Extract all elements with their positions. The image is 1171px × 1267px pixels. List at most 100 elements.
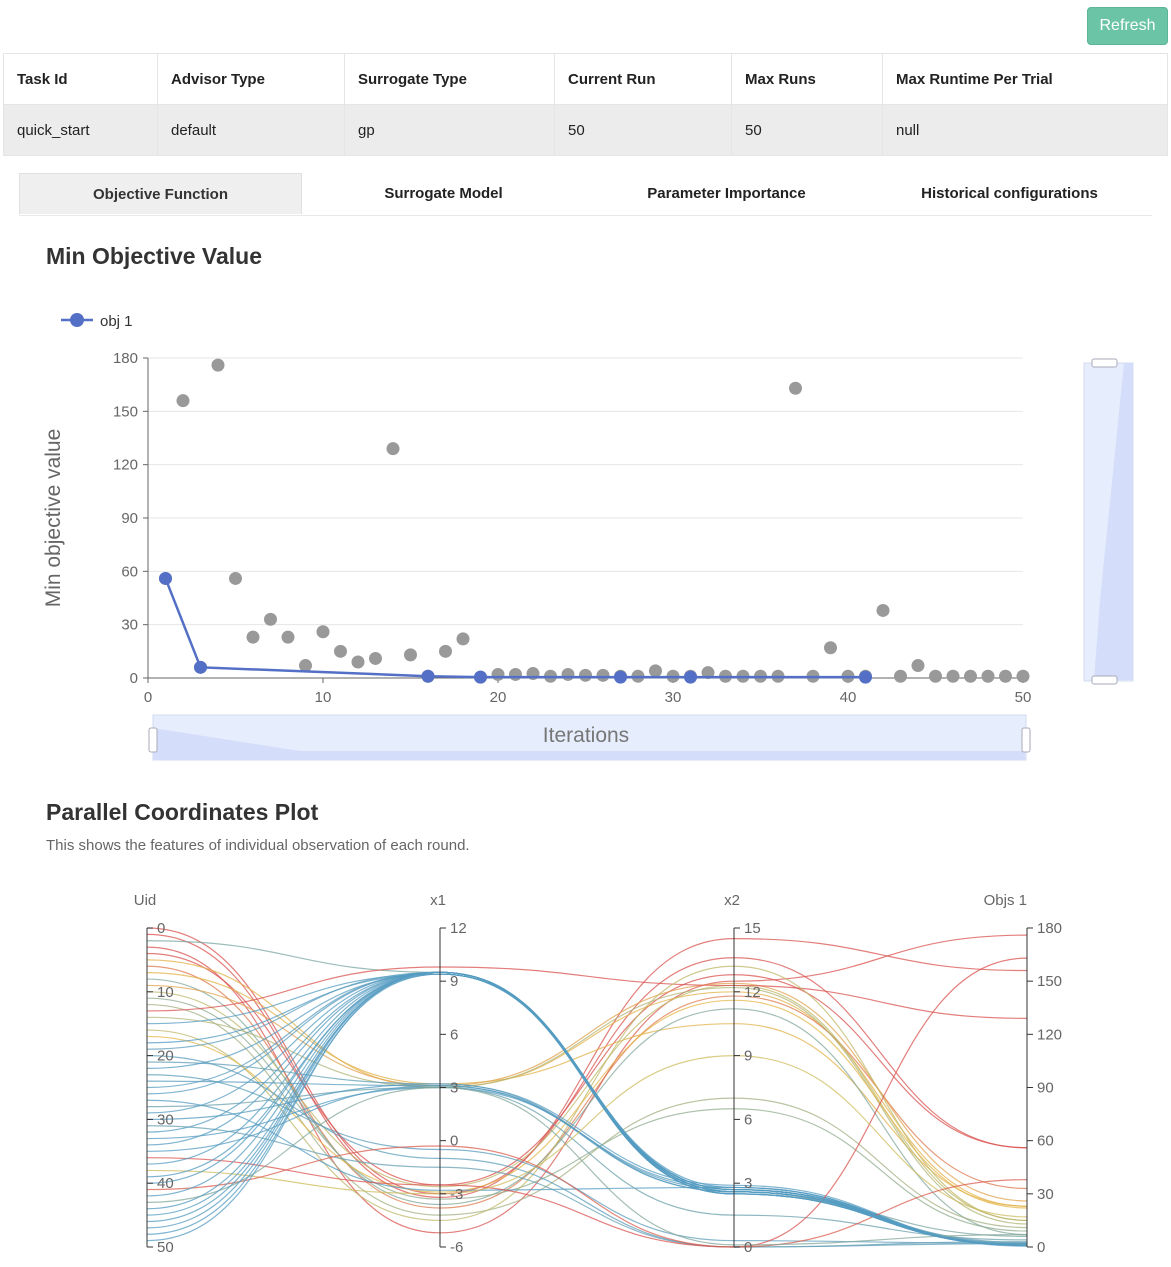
- series-point-obj-1: [194, 660, 207, 674]
- parallel-axis-tick-label: -3: [450, 1186, 463, 1203]
- cell-task-id: quick_start: [3, 104, 158, 156]
- parallel-line: [146, 1054, 1028, 1218]
- y-tick-label: 150: [113, 403, 138, 420]
- scatter-point: [876, 603, 890, 617]
- parallel-axis-tick-label: 0: [157, 920, 165, 937]
- tab-parameter-importance[interactable]: Parameter Importance: [647, 185, 806, 202]
- refresh-button[interactable]: Refresh: [1087, 7, 1168, 45]
- tab-objective-function[interactable]: Objective Function: [19, 173, 302, 214]
- scatter-point: [1016, 669, 1030, 683]
- table-row: quick_start default gp 50 50 null: [3, 104, 1168, 156]
- tab-bar: Objective Function Surrogate Model Param…: [19, 173, 1152, 216]
- scatter-point: [649, 664, 662, 678]
- scatter-point: [369, 651, 382, 665]
- parallel-axis-tick-label: 150: [1037, 973, 1062, 990]
- scatter-point: [211, 358, 225, 372]
- scatter-point: [334, 644, 347, 658]
- parallel-line: [146, 933, 1028, 1198]
- y-tick-label: 30: [121, 617, 138, 634]
- objective-section-title: Min Objective Value: [46, 243, 263, 269]
- scatter-point: [351, 655, 365, 669]
- parallel-axis-tick-label: 0: [450, 1133, 458, 1150]
- scatter-point: [579, 668, 592, 682]
- parallel-line: [146, 999, 1028, 1209]
- parallel-axis-name: x1: [430, 892, 446, 909]
- series-point-obj-1: [684, 670, 697, 684]
- x-zoom-handle-right: [1021, 727, 1031, 753]
- scatter-point: [911, 659, 925, 673]
- task-info-table: Task Id Advisor Type Surrogate Type Curr…: [3, 53, 1168, 156]
- scatter-point: [824, 641, 837, 655]
- objective-chart[interactable]: 0 30 60 90 120 150 180 0 10 20 30 40 50 Min objective…: [0, 290, 1171, 770]
- series-point-obj-1: [614, 670, 627, 684]
- parallel-axis-name: Objs 1: [984, 892, 1027, 909]
- parallel-axis-tick-label: 15: [744, 920, 761, 937]
- y-tick-label: 90: [121, 510, 138, 527]
- header-task-id: Task Id: [3, 53, 158, 105]
- parallel-line: [146, 971, 1028, 1245]
- cell-current-run: 50: [554, 104, 732, 156]
- scatter-point: [596, 668, 610, 682]
- scatter-point: [509, 667, 522, 681]
- parallel-line: [146, 1055, 1028, 1248]
- cell-max-runtime: null: [882, 104, 1168, 156]
- parallel-axis-tick-label: 3: [450, 1080, 458, 1097]
- y-tick-label: 120: [113, 457, 138, 474]
- cell-max-runs: 50: [731, 104, 883, 156]
- scatter-point: [229, 571, 242, 585]
- scatter-point: [491, 667, 505, 681]
- scatter-point: [894, 669, 907, 683]
- parallel-line: [146, 1086, 1028, 1246]
- x-zoom-shadow: [153, 728, 1025, 760]
- scatter-point: [964, 669, 977, 683]
- scatter-point: [981, 669, 995, 683]
- tab-surrogate-model[interactable]: Surrogate Model: [384, 185, 503, 202]
- scatter-point: [456, 632, 470, 646]
- x-axis-label: Iterations: [543, 724, 629, 747]
- series-line-obj-1: [164, 577, 866, 679]
- parallel-axis-tick-label: 0: [744, 1239, 752, 1256]
- y-zoom-handle-top: [1091, 358, 1118, 368]
- parallel-line: [146, 971, 1028, 1246]
- parallel-axis-tick-label: 40: [157, 1175, 174, 1192]
- parallel-line: [146, 952, 1028, 1186]
- parallel-line: [146, 972, 1028, 1207]
- parallel-line: [146, 1125, 1028, 1248]
- parallel-line: [146, 959, 1028, 1207]
- parallel-axis-tick-label: 120: [1037, 1026, 1062, 1043]
- parallel-axis-tick-label: 180: [1037, 920, 1062, 937]
- parallel-line: [146, 978, 1028, 1236]
- y-zoom-handle-bottom: [1091, 675, 1118, 685]
- header-surrogate-type: Surrogate Type: [344, 53, 555, 105]
- scatter-point: [176, 394, 190, 408]
- parallel-axis-tick-label: 20: [157, 1048, 174, 1065]
- header-advisor-type: Advisor Type: [157, 53, 345, 105]
- x-tick-label: 20: [490, 689, 507, 706]
- parallel-section-title: Parallel Coordinates Plot: [46, 799, 319, 825]
- parallel-axis-tick-label: -6: [450, 1239, 463, 1256]
- parallel-line: [146, 971, 1028, 1246]
- parallel-line: [146, 965, 1028, 1222]
- parallel-coordinates-chart[interactable]: Uid01020304050x1-6-3036912x203691215Objs…: [0, 880, 1171, 1267]
- parallel-line: [146, 973, 1028, 1246]
- parallel-line: [146, 971, 1028, 1246]
- parallel-line: [146, 957, 1028, 1248]
- tab-historical-configurations[interactable]: Historical configurations: [921, 185, 1098, 202]
- header-max-runtime: Max Runtime Per Trial: [882, 53, 1168, 105]
- series-point-obj-1: [474, 670, 487, 684]
- parallel-axis-tick-label: 3: [744, 1175, 752, 1192]
- parallel-axis-tick-label: 9: [744, 1048, 752, 1065]
- cell-surrogate-type: gp: [344, 104, 555, 156]
- parallel-axis-tick-label: 60: [1037, 1133, 1054, 1150]
- parallel-axis-tick-label: 6: [450, 1026, 458, 1043]
- x-tick-label: 30: [665, 689, 682, 706]
- parallel-line: [146, 966, 1028, 1019]
- series-point-obj-1: [421, 669, 435, 683]
- scatter-point: [316, 625, 330, 639]
- parallel-line: [146, 971, 1028, 1246]
- header-current-run: Current Run: [554, 53, 732, 105]
- parallel-axis-tick-label: 12: [744, 984, 761, 1001]
- parallel-line: [146, 971, 1028, 1246]
- x-tick-label: 0: [144, 689, 152, 706]
- parallel-axis-tick-label: 50: [157, 1239, 174, 1256]
